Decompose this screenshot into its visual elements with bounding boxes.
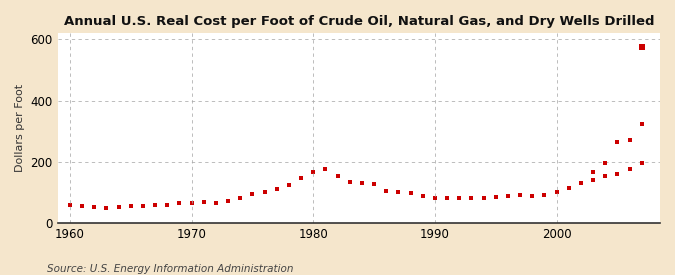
Title: Annual U.S. Real Cost per Foot of Crude Oil, Natural Gas, and Dry Wells Drilled: Annual U.S. Real Cost per Foot of Crude … — [63, 15, 654, 28]
Text: Source: U.S. Energy Information Administration: Source: U.S. Energy Information Administ… — [47, 264, 294, 274]
Y-axis label: Dollars per Foot: Dollars per Foot — [15, 84, 25, 172]
